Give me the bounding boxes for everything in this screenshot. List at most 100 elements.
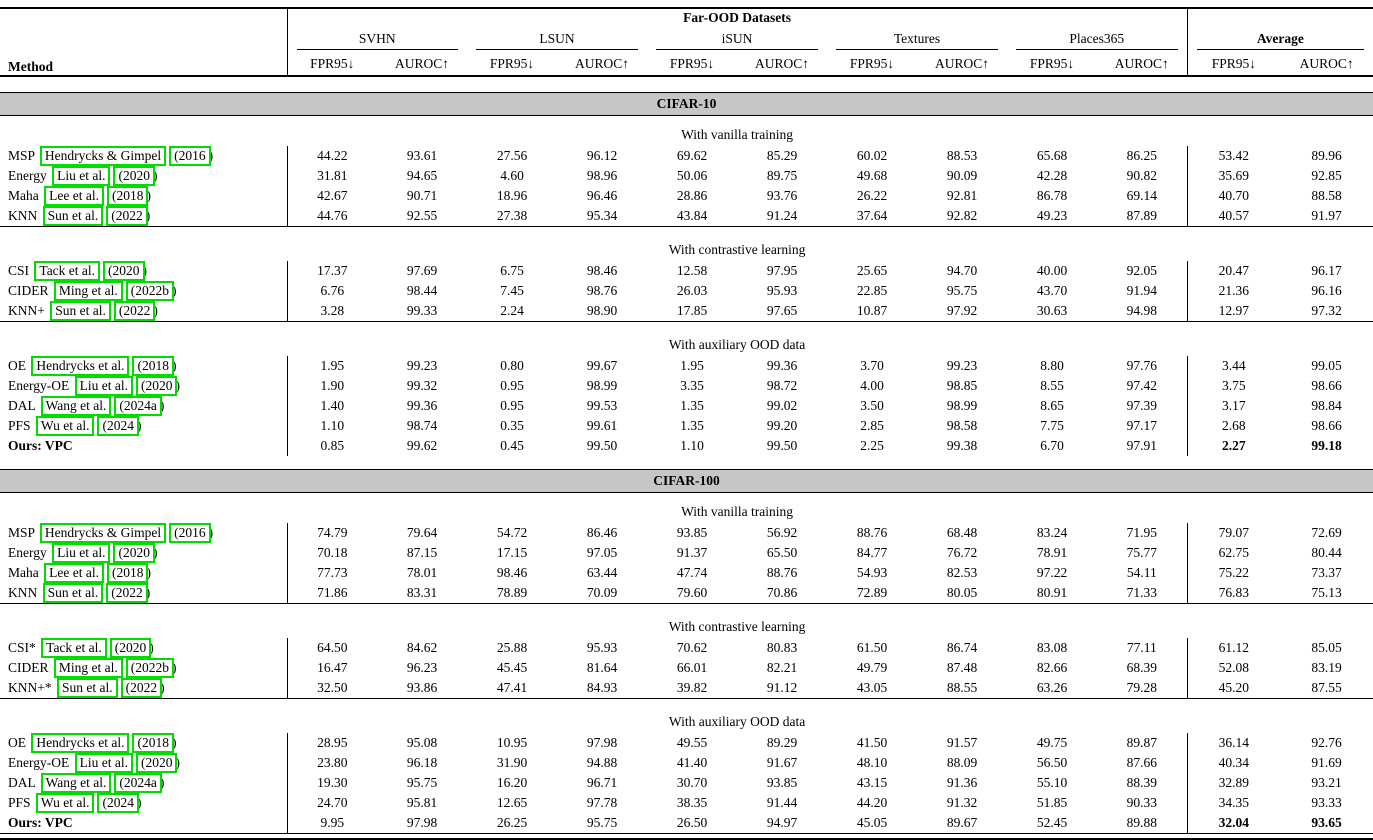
metric-value: 95.75	[586, 815, 618, 830]
dataset-label: iSUN	[656, 27, 818, 50]
metric-value: 74.79	[286, 523, 377, 543]
method-row: PFS Wu et al. (2024) 1.10 98.74 0.35 99.61 1.3…	[0, 416, 1373, 436]
citation-year-link[interactable]: (2022	[106, 206, 148, 226]
metric-value: 79.07	[1186, 523, 1281, 543]
citation-year-link[interactable]: (2022b	[125, 281, 174, 301]
citation-year-link[interactable]: (2020	[109, 638, 152, 658]
citation-author-link[interactable]: Sun et al.	[50, 301, 111, 321]
citation-year-link[interactable]: (2018	[132, 356, 174, 376]
citation-close-paren: )	[159, 775, 165, 790]
metric-value: 91.36	[946, 775, 978, 790]
metric-value: 95.93	[586, 640, 618, 655]
method-name: Ours: VPC	[8, 815, 73, 830]
citation-author-link[interactable]: Wu et al.	[35, 416, 95, 436]
metric-value: 93.76	[766, 188, 798, 203]
citation-close-paren: )	[153, 303, 158, 318]
citation-year-link[interactable]: (2020	[113, 543, 155, 563]
average-spacer	[1186, 8, 1373, 26]
metric-value: 94.97	[766, 815, 798, 830]
citation-year-link[interactable]: (2016	[169, 523, 211, 543]
metric-value: 41.50	[856, 735, 888, 750]
citation-author-link[interactable]: Sun et al.	[42, 583, 104, 603]
citation-year-link[interactable]: (2018	[106, 186, 149, 206]
citation-author-link[interactable]: Ming et al.	[53, 281, 123, 301]
citation-year-link[interactable]: (2024a	[114, 396, 162, 416]
citation-author-link[interactable]: Sun et al.	[57, 678, 118, 698]
metric-value: 72.89	[856, 585, 888, 600]
citation-year-link[interactable]: (2016	[169, 146, 211, 166]
training-group-title-row: With vanilla training	[0, 116, 1373, 147]
citation-author-link[interactable]: Hendrycks & Gimpel	[39, 146, 167, 166]
metric-value: 96.12	[586, 148, 618, 163]
citation-year-link[interactable]: (2018	[132, 733, 174, 753]
citation-close-paren: )	[145, 585, 151, 600]
metric-value: 56.92	[766, 525, 798, 540]
method-name: Maha	[8, 188, 39, 203]
citation-author-link[interactable]: Lee et al.	[44, 563, 104, 583]
metric-value: 97.98	[586, 735, 618, 750]
method-row: CIDER Ming et al. (2022b) 6.76 98.44 7.45 98.…	[0, 281, 1373, 301]
metric-value: 6.75	[500, 263, 524, 278]
citation-author-link[interactable]: Hendrycks et al.	[31, 356, 130, 376]
metric-value: 12.97	[1186, 301, 1281, 322]
metric-value: 8.65	[1040, 398, 1064, 413]
citation-year-link[interactable]: (2020	[135, 376, 178, 396]
metric-value: 77.11	[1126, 640, 1157, 655]
metric-value: 35.69	[1186, 166, 1281, 186]
metric-value: 68.48	[946, 525, 978, 540]
metric-value: 97.98	[406, 815, 438, 830]
metric-value: 65.68	[1036, 148, 1068, 163]
citation-author-link[interactable]: Hendrycks & Gimpel	[39, 523, 167, 543]
metric-value: 45.20	[1186, 678, 1281, 699]
citation-author-link[interactable]: Hendrycks et al.	[31, 733, 130, 753]
citation-author-link[interactable]: Liu et al.	[52, 166, 111, 186]
metric-value: 85.05	[1311, 640, 1342, 655]
metric-value: 97.91	[1126, 438, 1157, 453]
citation-author-link[interactable]: Tack et al.	[34, 261, 101, 281]
col-header-auroc: AUROC↑	[574, 55, 629, 71]
metric-value: 96.16	[1311, 283, 1342, 298]
citation-author-link[interactable]: Lee et al.	[44, 186, 104, 206]
metric-value: 10.87	[856, 303, 888, 318]
citation-author-link[interactable]: Wang et al.	[40, 396, 112, 416]
metric-value: 83.08	[1036, 640, 1068, 655]
metric-value: 66.01	[676, 660, 708, 675]
method-row: KNN+* Sun et al. (2022) 32.50 93.86 47.41 84.…	[0, 678, 1373, 699]
metric-value: 97.32	[1311, 303, 1342, 318]
citation-year-link[interactable]: (2020	[113, 166, 155, 186]
citation-author-link[interactable]: Liu et al.	[74, 376, 133, 396]
citation-year-link[interactable]: (2022	[120, 678, 163, 698]
citation-author-link[interactable]: Tack et al.	[41, 638, 107, 658]
citation-author-link[interactable]: Liu et al.	[52, 543, 111, 563]
citation-author-link[interactable]: Ming et al.	[53, 658, 123, 678]
metric-value: 97.17	[1126, 418, 1157, 433]
citation-year-link[interactable]: (2020	[103, 261, 145, 281]
citation-year-link[interactable]: (2020	[135, 753, 178, 773]
citation-close-paren: )	[152, 545, 158, 560]
citation-year-link[interactable]: (2024	[97, 793, 139, 813]
metric-value: 99.50	[586, 438, 618, 453]
metric-value: 32.89	[1186, 773, 1281, 793]
citation-year-link[interactable]: (2022b	[125, 658, 174, 678]
metric-value: 47.41	[496, 680, 528, 695]
citation-year-link[interactable]: (2018	[106, 563, 149, 583]
metric-value: 3.17	[1186, 396, 1281, 416]
citation-author-link[interactable]: Sun et al.	[42, 206, 104, 226]
metric-value: 1.10	[286, 416, 377, 436]
citation-year-link[interactable]: (2022	[113, 301, 156, 321]
method-name: Ours: VPC	[8, 438, 73, 453]
metric-value: 56.50	[1036, 755, 1068, 770]
citation-author-link[interactable]: Wang et al.	[40, 773, 112, 793]
dataset-header-textures: Textures	[827, 26, 1007, 50]
citation-author-link[interactable]: Wu et al.	[35, 793, 95, 813]
citation-year-link[interactable]: (2024	[97, 416, 139, 436]
metric-value: 44.20	[856, 795, 888, 810]
citation-author-link[interactable]: Liu et al.	[74, 753, 133, 773]
metric-value: 78.01	[406, 565, 438, 580]
metric-value: 19.30	[286, 773, 377, 793]
method-row: Ours: VPC 0.85 99.62 0.45 99.50 1.10 99.50 2.25…	[0, 436, 1373, 456]
citation-year-link[interactable]: (2022	[106, 583, 148, 603]
citation-close-paren: )	[160, 680, 165, 695]
citation-year-link[interactable]: (2024a	[114, 773, 162, 793]
metric-value: 78.91	[1036, 545, 1068, 560]
